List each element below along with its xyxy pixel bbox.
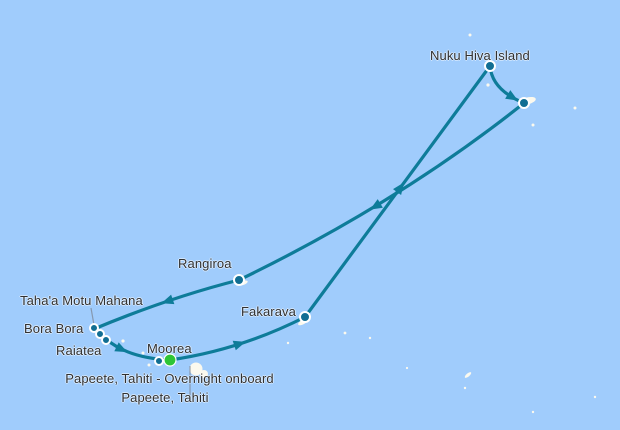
island-shape [464, 372, 472, 378]
port-dot-fakarava [299, 311, 311, 323]
route-arrow-layer [114, 90, 519, 353]
port-dot-rangiroa [233, 274, 245, 286]
island-shape [141, 351, 145, 355]
island-shape [286, 341, 290, 345]
port-label-tahaa-motu-mahana: Taha'a Motu Mahana [20, 293, 143, 308]
island-shape [147, 363, 151, 367]
route-direction-arrow [505, 90, 519, 101]
port-marker-layer [89, 60, 530, 366]
port-dot-bora-bora [95, 329, 105, 339]
island-shape [121, 339, 125, 343]
port-dot-raiatea [101, 335, 111, 345]
island-shape [343, 331, 347, 335]
island-shape [486, 83, 490, 87]
port-label-bora-bora: Bora Bora [24, 321, 84, 336]
island-shape [531, 410, 535, 414]
route-direction-arrow [161, 294, 175, 305]
route-direction-arrow [369, 199, 383, 210]
port-label-papeete-tahiti: Papeete, Tahiti [121, 390, 209, 405]
route-direction-arrow [393, 182, 405, 195]
port-label-rangiroa: Rangiroa [178, 256, 232, 271]
port-dot-tahaa [89, 323, 99, 333]
port-label-moorea: Moorea [147, 341, 192, 356]
start-port-dot-papeete [163, 353, 177, 367]
island-shape [468, 33, 472, 37]
island-shape [368, 336, 372, 340]
island-shape [200, 370, 208, 378]
route-direction-arrow [232, 340, 246, 351]
island-shape [531, 123, 535, 127]
port-dot-moorea [154, 356, 164, 366]
island-shape [573, 106, 577, 110]
island-shape [189, 362, 203, 376]
port-label-papeete-overnight: Papeete, Tahiti - Overnight onboard [65, 371, 274, 386]
island-shape [405, 366, 409, 370]
port-label-nuku-hiva-island: Nuku Hiva Island [430, 48, 530, 63]
island-shape [463, 386, 467, 390]
route-direction-arrow [114, 342, 128, 353]
leader-line-layer [90, 307, 191, 396]
leader-line-tahaa [90, 307, 95, 326]
port-dot-islet [518, 97, 530, 109]
port-dot-nuku-hiva [484, 60, 496, 72]
port-label-raiatea: Raiatea [56, 343, 102, 358]
route-leg-islet-rangiroa [237, 101, 526, 282]
port-label-fakarava: Fakarava [241, 304, 296, 319]
island-shape [593, 395, 597, 399]
